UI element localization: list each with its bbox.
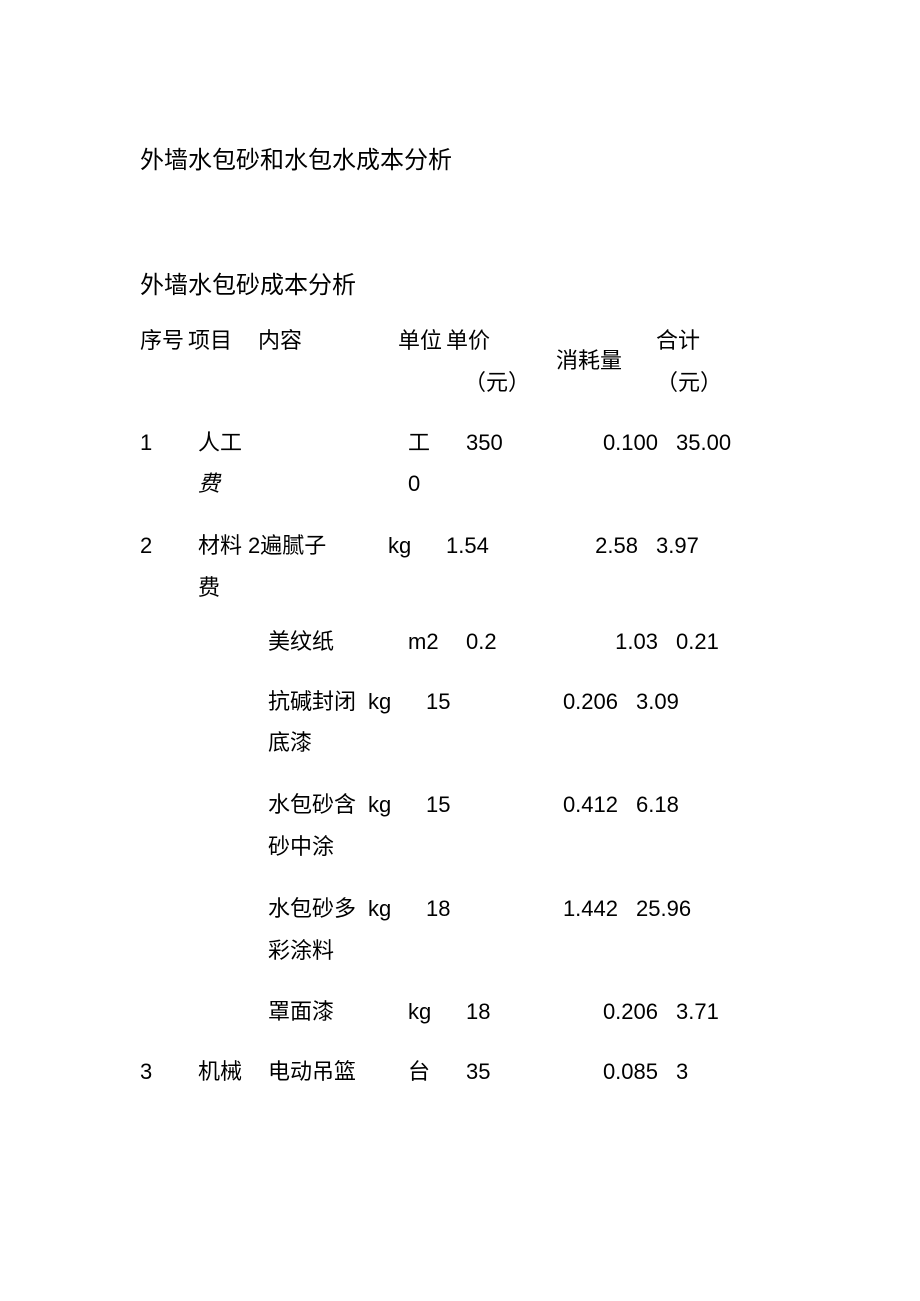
cell-unit: kg <box>388 525 446 567</box>
cell-project-italic: 费 <box>198 471 220 496</box>
cell-project: 人工 费 <box>198 422 268 506</box>
cell-total: 3 <box>676 1051 756 1093</box>
cell-consume: 0.412 <box>536 784 636 826</box>
cell-consume: 0.100 <box>576 422 676 464</box>
header-price: 单价 （元） <box>446 320 556 404</box>
cell-unit: 台 <box>408 1051 466 1093</box>
cell-content: 抗碱封闭底漆 <box>268 681 368 765</box>
cell-price: 350 <box>466 422 576 464</box>
header-price-label: 单价 <box>446 320 556 362</box>
table-row: 罩面漆 kg 18 0.206 3.71 <box>140 991 790 1033</box>
table-row: 2 材料费 2遍腻子 kg 1.54 2.58 3.97 <box>140 525 790 609</box>
cell-total: 35.00 <box>676 422 756 464</box>
cell-total: 3.09 <box>636 681 716 723</box>
cell-unit: kg <box>368 681 426 723</box>
cell-project: 机械 <box>198 1051 268 1093</box>
table-row: 1 人工 费 工 0 350 0.100 35.00 <box>140 422 790 506</box>
header-project: 项目 <box>188 320 258 362</box>
cell-unit: 工 0 <box>408 422 466 506</box>
cell-unit: m2 <box>408 621 466 663</box>
cell-unit: kg <box>368 784 426 826</box>
cell-total: 0.21 <box>676 621 756 663</box>
cell-content: 水包砂含砂中涂 <box>268 784 368 868</box>
header-price-sub: （元） <box>446 362 556 404</box>
header-consume: 消耗量 <box>556 320 656 382</box>
cell-project: 材料费 <box>198 525 248 609</box>
cell-content: 美纹纸 <box>268 621 408 663</box>
cell-total: 3.97 <box>656 525 736 567</box>
cell-consume: 0.085 <box>576 1051 676 1093</box>
cell-consume: 0.206 <box>536 681 636 723</box>
cell-price: 15 <box>426 784 536 826</box>
header-seq: 序号 <box>140 320 188 362</box>
cell-price: 18 <box>466 991 576 1033</box>
cost-table: 序号 项目 内容 单位 单价 （元） 消耗量 合计 （元） 1 人工 费 工 <box>140 320 790 1093</box>
cell-consume: 2.58 <box>556 525 656 567</box>
cell-price: 15 <box>426 681 536 723</box>
sub-title: 外墙水包砂成本分析 <box>140 265 790 300</box>
cell-project-normal: 人工 <box>198 430 242 455</box>
cell-unit: kg <box>408 991 466 1033</box>
cell-content: 2遍腻子 <box>248 525 388 567</box>
table-row: 3 机械 电动吊篮 台 35 0.085 3 <box>140 1051 790 1093</box>
cell-price: 1.54 <box>446 525 556 567</box>
cell-consume: 1.03 <box>576 621 676 663</box>
header-consume-label: 消耗量 <box>556 340 622 382</box>
cell-consume: 1.442 <box>536 888 636 930</box>
cell-content: 罩面漆 <box>268 991 408 1033</box>
table-row: 美纹纸 m2 0.2 1.03 0.21 <box>140 621 790 663</box>
cell-seq: 1 <box>140 422 198 464</box>
cell-total: 6.18 <box>636 784 716 826</box>
cell-unit-l2: 0 <box>408 471 420 496</box>
table-header-row: 序号 项目 内容 单位 单价 （元） 消耗量 合计 （元） <box>140 320 790 404</box>
table-row: 抗碱封闭底漆 kg 15 0.206 3.09 <box>140 681 790 765</box>
table-row: 水包砂多彩涂料 kg 18 1.442 25.96 <box>140 888 790 972</box>
cell-unit-l1: 工 <box>408 430 430 455</box>
cell-price: 18 <box>426 888 536 930</box>
cell-content: 水包砂多彩涂料 <box>268 888 368 972</box>
table-row: 水包砂含砂中涂 kg 15 0.412 6.18 <box>140 784 790 868</box>
cell-seq: 2 <box>140 525 198 567</box>
cell-content: 电动吊篮 <box>268 1051 408 1093</box>
cell-consume: 0.206 <box>576 991 676 1033</box>
cell-seq: 3 <box>140 1051 198 1093</box>
cell-total: 25.96 <box>636 888 716 930</box>
cell-price: 35 <box>466 1051 576 1093</box>
main-title: 外墙水包砂和水包水成本分析 <box>140 140 790 175</box>
header-total-label: 合计 <box>656 320 736 362</box>
header-total: 合计 （元） <box>656 320 736 404</box>
header-unit: 单位 <box>398 320 446 362</box>
header-total-sub: （元） <box>656 362 736 404</box>
cell-unit: kg <box>368 888 426 930</box>
cell-total: 3.71 <box>676 991 756 1033</box>
header-content: 内容 <box>258 320 398 362</box>
cell-price: 0.2 <box>466 621 576 663</box>
